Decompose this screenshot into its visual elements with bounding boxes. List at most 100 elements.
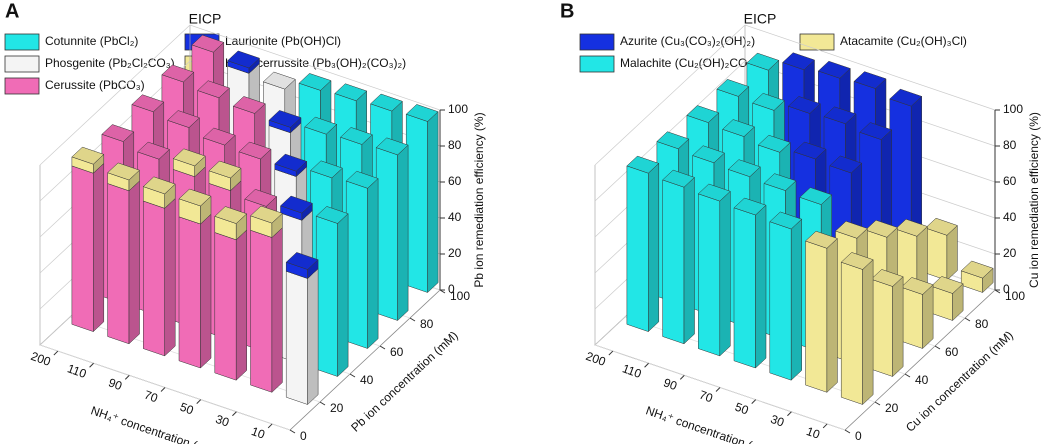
bar-segment	[142, 190, 176, 357]
bar-top	[142, 176, 176, 195]
bar-segment	[733, 197, 767, 369]
x-tick-label: 30	[769, 412, 787, 430]
legend-swatch	[4, 55, 40, 73]
bar-side	[307, 268, 319, 406]
z-tick-label: 0	[1003, 282, 1010, 296]
legend-label: Cerussite (PbCO₃)	[45, 78, 145, 92]
bar-segment	[268, 110, 302, 134]
bar-side	[683, 176, 695, 345]
bar-side	[719, 190, 731, 357]
bar-segment	[662, 169, 695, 345]
x-tick-label: 10	[249, 424, 267, 442]
bar-side	[271, 227, 283, 393]
bar-side	[397, 144, 409, 322]
y-tick-label: 60	[945, 345, 959, 359]
x-tick	[124, 375, 130, 380]
z-tick-label: 80	[448, 138, 462, 152]
bar-top	[280, 195, 313, 214]
bar-face	[626, 165, 649, 332]
legend-swatch	[4, 77, 40, 95]
legend-swatch	[799, 33, 835, 51]
bar-top	[930, 276, 964, 294]
bar-top	[172, 148, 206, 167]
bar-face	[315, 215, 338, 377]
bar-segment	[375, 137, 409, 322]
bar-segment	[840, 252, 874, 406]
x-tick-label: 30	[214, 412, 232, 430]
bar-segment	[769, 211, 803, 381]
bar-face	[285, 270, 308, 405]
bar-top	[208, 160, 242, 179]
z-tick-label: 100	[1003, 102, 1023, 116]
bar-top	[960, 260, 994, 279]
bar-segment	[697, 183, 731, 357]
bar-segment	[142, 176, 176, 209]
y-tick-label: 60	[390, 345, 404, 359]
bar-segment	[107, 162, 140, 192]
bar-top	[805, 230, 838, 249]
bar-top	[722, 119, 755, 137]
bar-top	[71, 146, 105, 165]
x-tick-label: 110	[620, 361, 643, 381]
x-tick-label: 200	[29, 349, 53, 369]
bar-side	[235, 229, 247, 381]
bar-segment	[227, 50, 260, 74]
bar-top	[244, 189, 278, 207]
bar-top	[238, 141, 272, 160]
bar-side	[128, 180, 140, 345]
bar-top	[692, 145, 725, 164]
y-tick	[319, 401, 326, 406]
x-tick	[196, 399, 202, 404]
bar-segment	[960, 260, 994, 294]
legend-title: EICP	[189, 11, 222, 27]
bar-top	[370, 93, 403, 112]
y-tick	[964, 317, 971, 322]
legend-title: EICP	[744, 11, 777, 27]
bar-segment	[315, 206, 349, 378]
bar-top	[268, 110, 302, 128]
bar-top	[769, 211, 803, 230]
bar-top	[656, 131, 690, 150]
bar-face	[840, 261, 863, 405]
bar-top	[191, 34, 225, 53]
panel-label: B	[560, 0, 574, 22]
legend-label: Laurionite (Pb(OH)Cl)	[225, 34, 341, 48]
bar-top	[782, 52, 815, 71]
bar-top	[787, 96, 821, 114]
bar-segment	[870, 269, 904, 378]
x-tick	[160, 387, 166, 392]
bar-top	[925, 217, 958, 236]
bar-side	[648, 162, 660, 333]
bar-segment	[285, 252, 319, 280]
bar-side	[164, 197, 176, 357]
bar-top	[250, 205, 283, 224]
z-tick-label: 60	[1003, 174, 1017, 188]
bar-face	[405, 113, 428, 293]
y-tick-label: 100	[1005, 289, 1025, 303]
bar-segment	[71, 155, 105, 333]
bar-top	[817, 60, 851, 79]
x-tick	[644, 362, 649, 368]
bar-top	[662, 169, 695, 188]
bar-segment	[805, 230, 838, 393]
x-tick-label: 110	[65, 361, 88, 381]
y-tick-label: 40	[915, 373, 929, 387]
bar-segment	[178, 206, 212, 369]
bar-segment	[405, 104, 439, 294]
x-tick-label: 200	[584, 349, 608, 369]
bar-top	[793, 141, 827, 160]
bar-face	[662, 179, 685, 345]
bar-top	[799, 187, 833, 205]
panel-label: A	[5, 0, 19, 22]
bar-segment	[274, 153, 308, 178]
x-tick	[751, 399, 757, 404]
bar-top	[865, 219, 898, 238]
x-tick-label: 50	[733, 400, 751, 418]
bar-face	[870, 278, 893, 377]
bar-segment	[930, 276, 964, 322]
x-tick	[608, 350, 614, 356]
z-tick-label: 40	[1003, 210, 1017, 224]
z-tick-label: 40	[448, 210, 462, 224]
bar-side	[200, 213, 212, 369]
